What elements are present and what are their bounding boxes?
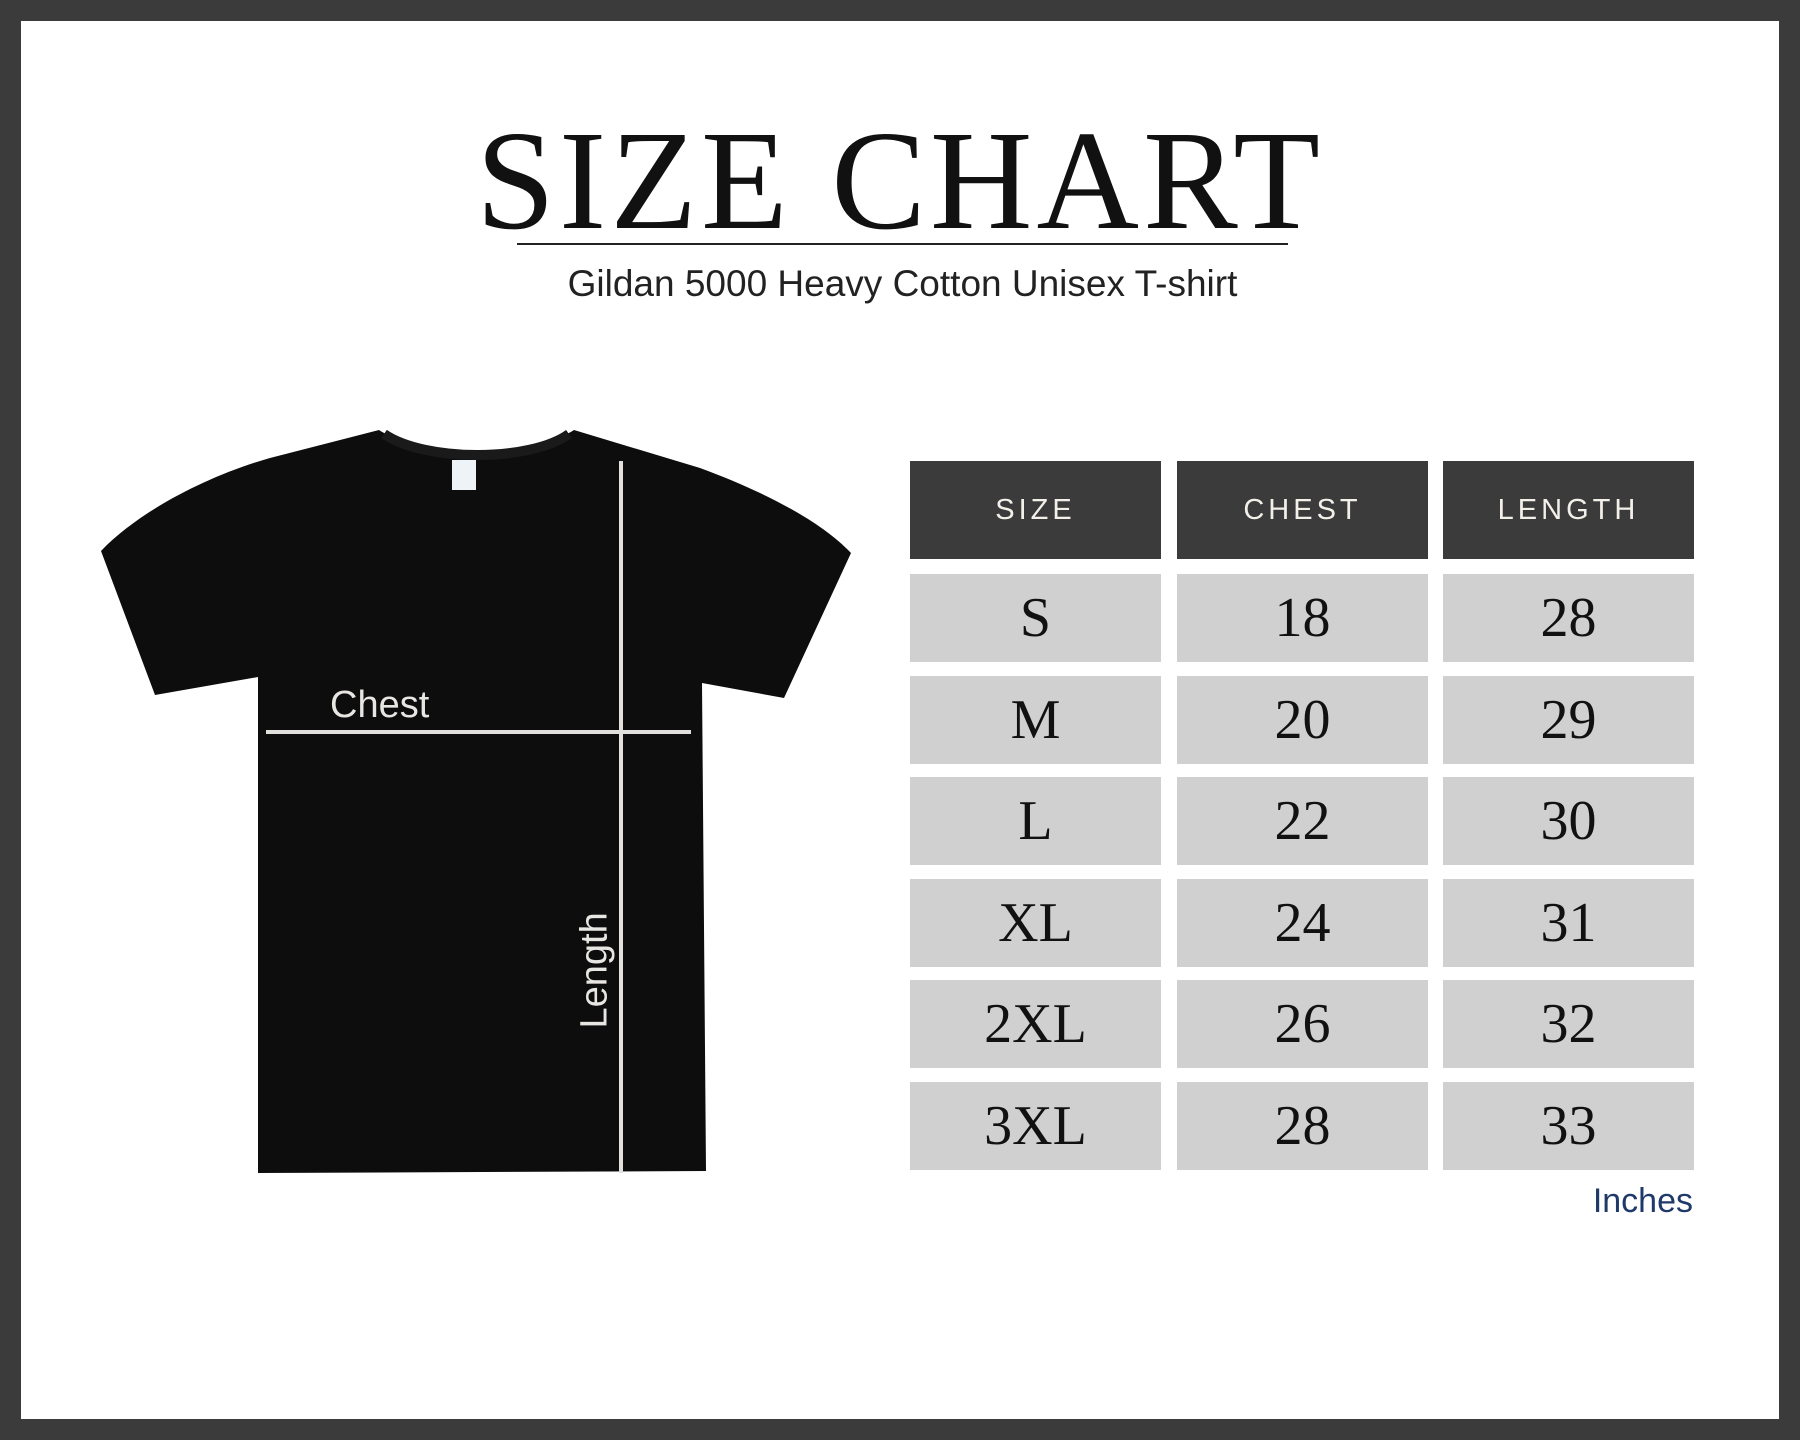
product-subtitle: Gildan 5000 Heavy Cotton Unisex T-shirt [567, 263, 1238, 304]
header-chest: CHEST [1177, 461, 1428, 559]
header-size: SIZE [910, 461, 1161, 559]
cell-length: 31 [1443, 878, 1694, 967]
cell-chest: 28 [1177, 1082, 1428, 1170]
chest-label: Chest [330, 684, 430, 726]
cell-size: XL [910, 878, 1161, 967]
cell-chest: 26 [1177, 980, 1428, 1069]
title-divider [517, 243, 1288, 245]
cell-size: S [910, 574, 1161, 662]
cell-chest: 18 [1177, 574, 1428, 662]
cell-size: 2XL [910, 980, 1161, 1069]
length-label: Length [573, 912, 616, 1029]
cell-length: 30 [1443, 777, 1694, 866]
cell-size: 3XL [910, 1082, 1161, 1170]
neck-tag [452, 460, 476, 490]
cell-chest: 20 [1177, 675, 1428, 764]
cell-length: 32 [1443, 980, 1694, 1069]
page-title: SIZE CHART [476, 101, 1324, 259]
cell-size: L [910, 777, 1161, 866]
unit-label: Inches [1592, 1182, 1693, 1220]
cell-chest: 22 [1177, 777, 1428, 866]
cell-chest: 24 [1177, 878, 1428, 967]
collar [381, 429, 572, 460]
cell-length: 28 [1443, 574, 1694, 662]
cell-size: M [910, 675, 1161, 764]
cell-length: 33 [1443, 1082, 1694, 1170]
cell-length: 29 [1443, 675, 1694, 764]
tshirt-shape [101, 430, 851, 1173]
header-length: LENGTH [1443, 461, 1694, 559]
